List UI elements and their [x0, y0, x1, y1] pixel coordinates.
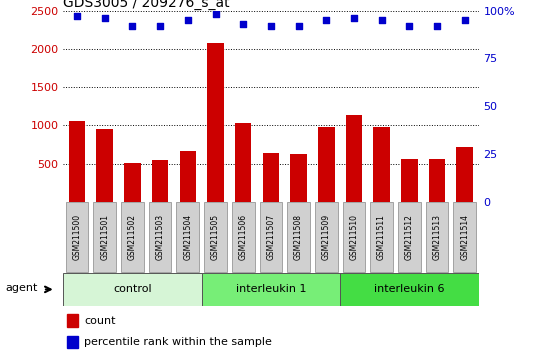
- Bar: [68, 336, 78, 348]
- Text: GSM211502: GSM211502: [128, 214, 137, 260]
- Text: GSM211514: GSM211514: [460, 214, 469, 260]
- Point: [266, 23, 275, 29]
- Text: GSM211511: GSM211511: [377, 214, 386, 260]
- Text: interleukin 6: interleukin 6: [374, 284, 444, 295]
- Text: GSM211509: GSM211509: [322, 214, 331, 260]
- Text: GSM211504: GSM211504: [183, 214, 192, 260]
- Bar: [96, 129, 113, 202]
- Bar: [262, 153, 279, 202]
- Point: [239, 21, 248, 27]
- Bar: [290, 154, 307, 202]
- FancyBboxPatch shape: [260, 202, 282, 272]
- Text: GSM211503: GSM211503: [156, 214, 164, 260]
- FancyBboxPatch shape: [315, 202, 338, 272]
- Bar: [69, 121, 85, 202]
- FancyBboxPatch shape: [121, 202, 144, 272]
- Point: [433, 23, 442, 29]
- Bar: [428, 159, 446, 202]
- Text: GSM211507: GSM211507: [266, 214, 276, 260]
- FancyBboxPatch shape: [340, 273, 478, 306]
- Point: [350, 16, 359, 21]
- Point: [322, 17, 331, 23]
- FancyBboxPatch shape: [287, 202, 310, 272]
- Text: GSM211510: GSM211510: [349, 214, 359, 260]
- Text: GSM211513: GSM211513: [432, 214, 442, 260]
- Text: GSM211500: GSM211500: [73, 214, 81, 260]
- Point: [156, 23, 164, 29]
- FancyBboxPatch shape: [202, 273, 340, 306]
- Text: count: count: [84, 316, 115, 326]
- Text: GSM211501: GSM211501: [100, 214, 109, 260]
- Point: [377, 17, 386, 23]
- FancyBboxPatch shape: [94, 202, 116, 272]
- Point: [294, 23, 303, 29]
- Bar: [401, 159, 417, 202]
- Point: [183, 17, 192, 23]
- Bar: [456, 147, 473, 202]
- Bar: [345, 115, 362, 202]
- Text: GSM211508: GSM211508: [294, 214, 303, 260]
- Point: [211, 12, 220, 17]
- Bar: [68, 314, 78, 327]
- FancyBboxPatch shape: [370, 202, 393, 272]
- FancyBboxPatch shape: [149, 202, 172, 272]
- Point: [460, 17, 469, 23]
- Bar: [318, 127, 334, 202]
- Text: interleukin 1: interleukin 1: [235, 284, 306, 295]
- Text: control: control: [113, 284, 152, 295]
- FancyBboxPatch shape: [343, 202, 365, 272]
- FancyBboxPatch shape: [232, 202, 255, 272]
- FancyBboxPatch shape: [426, 202, 448, 272]
- Bar: [235, 123, 251, 202]
- Bar: [207, 43, 224, 202]
- FancyBboxPatch shape: [177, 202, 199, 272]
- Point: [128, 23, 137, 29]
- Point: [100, 16, 109, 21]
- Point: [405, 23, 414, 29]
- Text: GSM211505: GSM211505: [211, 214, 220, 260]
- FancyBboxPatch shape: [398, 202, 421, 272]
- Text: GDS3005 / 209276_s_at: GDS3005 / 209276_s_at: [63, 0, 230, 10]
- Text: agent: agent: [5, 283, 37, 293]
- Text: GSM211512: GSM211512: [405, 214, 414, 260]
- Bar: [179, 151, 196, 202]
- FancyBboxPatch shape: [204, 202, 227, 272]
- Bar: [152, 160, 168, 202]
- Bar: [124, 163, 141, 202]
- Text: GSM211506: GSM211506: [239, 214, 248, 260]
- Point: [73, 13, 81, 19]
- Bar: [373, 127, 390, 202]
- FancyBboxPatch shape: [66, 202, 89, 272]
- Text: percentile rank within the sample: percentile rank within the sample: [84, 337, 272, 347]
- FancyBboxPatch shape: [453, 202, 476, 272]
- FancyBboxPatch shape: [63, 273, 202, 306]
